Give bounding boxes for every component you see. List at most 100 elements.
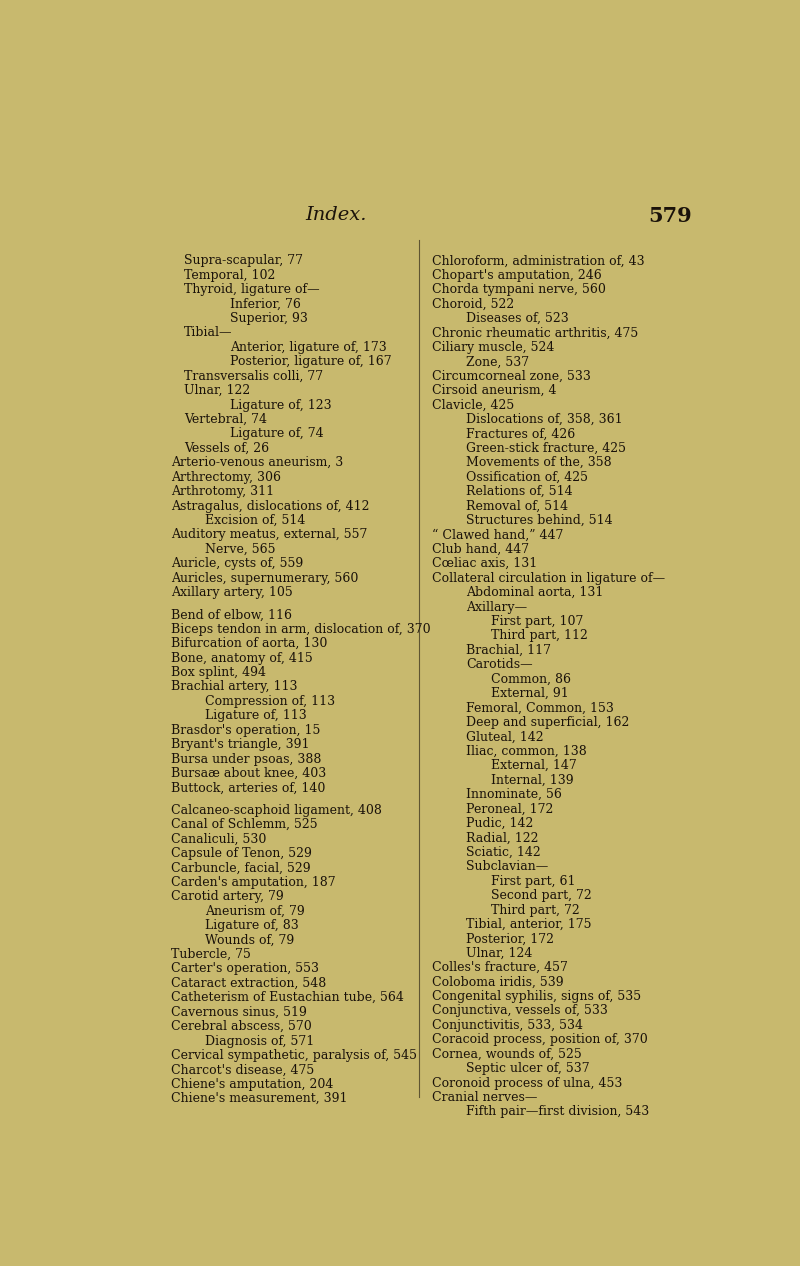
Text: Ulnar, 124: Ulnar, 124 <box>466 947 532 960</box>
Text: Canaliculi, 530: Canaliculi, 530 <box>171 833 266 846</box>
Text: Thyroid, ligature of—: Thyroid, ligature of— <box>184 284 319 296</box>
Text: Removal of, 514: Removal of, 514 <box>466 500 568 513</box>
Text: Bend of elbow, 116: Bend of elbow, 116 <box>171 609 292 622</box>
Text: Coronoid process of ulna, 453: Coronoid process of ulna, 453 <box>432 1076 622 1090</box>
Text: Club hand, 447: Club hand, 447 <box>432 543 529 556</box>
Text: Bifurcation of aorta, 130: Bifurcation of aorta, 130 <box>171 637 328 651</box>
Text: Diseases of, 523: Diseases of, 523 <box>466 311 569 325</box>
Text: Transversalis colli, 77: Transversalis colli, 77 <box>184 370 323 382</box>
Text: Second part, 72: Second part, 72 <box>490 889 591 903</box>
Text: Carotid artery, 79: Carotid artery, 79 <box>171 890 284 903</box>
Text: Ligature of, 83: Ligature of, 83 <box>206 919 299 932</box>
Text: Bryant's triangle, 391: Bryant's triangle, 391 <box>171 738 310 751</box>
Text: Superior, 93: Superior, 93 <box>230 311 308 325</box>
Text: Conjunctiva, vessels of, 533: Conjunctiva, vessels of, 533 <box>432 1004 607 1018</box>
Text: Posterior, ligature of, 167: Posterior, ligature of, 167 <box>230 356 392 368</box>
Text: Gluteal, 142: Gluteal, 142 <box>466 730 543 743</box>
Text: Ligature of, 113: Ligature of, 113 <box>206 709 307 723</box>
Text: Tubercle, 75: Tubercle, 75 <box>171 948 251 961</box>
Text: Brasdor's operation, 15: Brasdor's operation, 15 <box>171 724 321 737</box>
Text: Choroid, 522: Choroid, 522 <box>432 298 514 310</box>
Text: Third part, 112: Third part, 112 <box>490 629 587 642</box>
Text: Chiene's amputation, 204: Chiene's amputation, 204 <box>171 1077 334 1091</box>
Text: Chiene's measurement, 391: Chiene's measurement, 391 <box>171 1093 348 1105</box>
Text: Arterio-venous aneurism, 3: Arterio-venous aneurism, 3 <box>171 456 343 470</box>
Text: Cataract extraction, 548: Cataract extraction, 548 <box>171 977 326 990</box>
Text: Excision of, 514: Excision of, 514 <box>206 514 306 527</box>
Text: Bursa under psoas, 388: Bursa under psoas, 388 <box>171 752 322 766</box>
Text: Buttock, arteries of, 140: Buttock, arteries of, 140 <box>171 781 326 795</box>
Text: First part, 61: First part, 61 <box>490 875 575 887</box>
Text: Cervical sympathetic, paralysis of, 545: Cervical sympathetic, paralysis of, 545 <box>171 1050 418 1062</box>
Text: Circumcorneal zone, 533: Circumcorneal zone, 533 <box>432 370 590 382</box>
Text: Tibial—: Tibial— <box>184 327 232 339</box>
Text: Axillary artery, 105: Axillary artery, 105 <box>171 586 293 599</box>
Text: Aneurism of, 79: Aneurism of, 79 <box>206 905 305 918</box>
Text: Abdominal aorta, 131: Abdominal aorta, 131 <box>466 586 603 599</box>
Text: Cranial nerves—: Cranial nerves— <box>432 1091 537 1104</box>
Text: First part, 107: First part, 107 <box>490 615 583 628</box>
Text: Green-stick fracture, 425: Green-stick fracture, 425 <box>466 442 626 454</box>
Text: Deep and superficial, 162: Deep and superficial, 162 <box>466 717 629 729</box>
Text: Structures behind, 514: Structures behind, 514 <box>466 514 613 527</box>
Text: Index.: Index. <box>305 205 366 224</box>
Text: “ Clawed hand,” 447: “ Clawed hand,” 447 <box>432 528 563 542</box>
Text: Catheterism of Eustachian tube, 564: Catheterism of Eustachian tube, 564 <box>171 991 404 1004</box>
Text: Astragalus, dislocations of, 412: Astragalus, dislocations of, 412 <box>171 500 370 513</box>
Text: Posterior, 172: Posterior, 172 <box>466 932 554 946</box>
Text: Internal, 139: Internal, 139 <box>490 774 574 786</box>
Text: Calcaneo-scaphoid ligament, 408: Calcaneo-scaphoid ligament, 408 <box>171 804 382 817</box>
Text: Collateral circulation in ligature of—: Collateral circulation in ligature of— <box>432 572 665 585</box>
Text: Auditory meatus, external, 557: Auditory meatus, external, 557 <box>171 528 368 542</box>
Text: Septic ulcer of, 537: Septic ulcer of, 537 <box>466 1062 590 1075</box>
Text: Auricle, cysts of, 559: Auricle, cysts of, 559 <box>171 557 303 570</box>
Text: Dislocations of, 358, 361: Dislocations of, 358, 361 <box>466 413 622 425</box>
Text: External, 147: External, 147 <box>490 760 576 772</box>
Text: Ulnar, 122: Ulnar, 122 <box>184 384 250 398</box>
Text: Zone, 537: Zone, 537 <box>466 356 529 368</box>
Text: Femoral, Common, 153: Femoral, Common, 153 <box>466 701 614 714</box>
Text: Peroneal, 172: Peroneal, 172 <box>466 803 553 815</box>
Text: Bone, anatomy of, 415: Bone, anatomy of, 415 <box>171 652 313 665</box>
Text: Arthrotomy, 311: Arthrotomy, 311 <box>171 485 274 498</box>
Text: Relations of, 514: Relations of, 514 <box>466 485 573 498</box>
Text: Carbuncle, facial, 529: Carbuncle, facial, 529 <box>171 861 311 875</box>
Text: Common, 86: Common, 86 <box>490 672 570 686</box>
Text: Chopart's amputation, 246: Chopart's amputation, 246 <box>432 268 602 282</box>
Text: Movements of the, 358: Movements of the, 358 <box>466 456 611 470</box>
Text: Arthrectomy, 306: Arthrectomy, 306 <box>171 471 282 484</box>
Text: Radial, 122: Radial, 122 <box>466 832 538 844</box>
Text: Fifth pair—first division, 543: Fifth pair—first division, 543 <box>466 1105 649 1118</box>
Text: Conjunctivitis, 533, 534: Conjunctivitis, 533, 534 <box>432 1019 582 1032</box>
Text: Cœliac axis, 131: Cœliac axis, 131 <box>432 557 537 570</box>
Text: Iliac, common, 138: Iliac, common, 138 <box>466 744 586 758</box>
Text: Fractures of, 426: Fractures of, 426 <box>466 428 575 441</box>
Text: Coloboma iridis, 539: Coloboma iridis, 539 <box>432 976 563 989</box>
Text: Chronic rheumatic arthritis, 475: Chronic rheumatic arthritis, 475 <box>432 327 638 339</box>
Text: Auricles, supernumerary, 560: Auricles, supernumerary, 560 <box>171 572 358 585</box>
Text: Biceps tendon in arm, dislocation of, 370: Biceps tendon in arm, dislocation of, 37… <box>171 623 431 636</box>
Text: Supra-scapular, 77: Supra-scapular, 77 <box>184 254 302 267</box>
Text: Diagnosis of, 571: Diagnosis of, 571 <box>206 1034 314 1047</box>
Text: Vertebral, 74: Vertebral, 74 <box>184 413 266 425</box>
Text: Chorda tympani nerve, 560: Chorda tympani nerve, 560 <box>432 284 606 296</box>
Text: Axillary—: Axillary— <box>466 600 527 614</box>
Text: Nerve, 565: Nerve, 565 <box>206 543 276 556</box>
Text: Carter's operation, 553: Carter's operation, 553 <box>171 962 319 975</box>
Text: Vessels of, 26: Vessels of, 26 <box>184 442 269 454</box>
Text: Cerebral abscess, 570: Cerebral abscess, 570 <box>171 1020 312 1033</box>
Text: Cirsoid aneurism, 4: Cirsoid aneurism, 4 <box>432 384 556 398</box>
Text: 579: 579 <box>648 205 692 225</box>
Text: Canal of Schlemm, 525: Canal of Schlemm, 525 <box>171 818 318 830</box>
Text: Temporal, 102: Temporal, 102 <box>184 268 275 282</box>
Text: Coracoid process, position of, 370: Coracoid process, position of, 370 <box>432 1033 647 1047</box>
Text: Colles's fracture, 457: Colles's fracture, 457 <box>432 961 567 975</box>
Text: Compression of, 113: Compression of, 113 <box>206 695 335 708</box>
Text: Ligature of, 123: Ligature of, 123 <box>230 399 332 411</box>
Text: Subclavian—: Subclavian— <box>466 860 548 874</box>
Text: Pudic, 142: Pudic, 142 <box>466 817 533 830</box>
Text: Cavernous sinus, 519: Cavernous sinus, 519 <box>171 1005 307 1019</box>
Text: Ligature of, 74: Ligature of, 74 <box>230 428 324 441</box>
Text: Chloroform, administration of, 43: Chloroform, administration of, 43 <box>432 254 644 267</box>
Text: Charcot's disease, 475: Charcot's disease, 475 <box>171 1063 314 1076</box>
